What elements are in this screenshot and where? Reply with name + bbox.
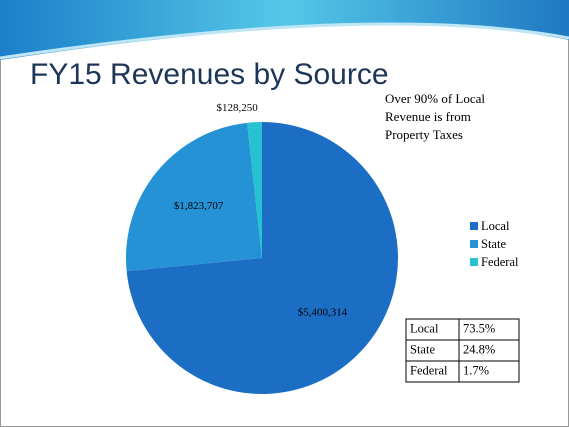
pie-slice [247, 122, 262, 258]
table-text: 24.8% [463, 342, 495, 356]
legend-label: Federal [481, 255, 519, 269]
legend-swatch [470, 222, 478, 230]
header-wave [0, 0, 569, 60]
slice-label: $128,250 [217, 102, 259, 114]
table-text: State [410, 342, 435, 356]
table-text: 1.7% [463, 363, 489, 377]
slice-label: $5,400,314 [298, 306, 348, 318]
legend-swatch [470, 258, 478, 266]
table: Local 73.5% State 24.8% Federal 1.7% [405, 318, 520, 383]
slice-label: $1,823,707 [174, 200, 224, 212]
annotation: Over 90% of Local Revenue is from Property… [385, 91, 485, 142]
slide-title: FY15 Revenues by Source [30, 58, 389, 91]
legend-label: Local [481, 219, 510, 233]
table-text: Local [410, 321, 439, 335]
table-cell [458, 360, 520, 383]
legend-label: State [481, 237, 506, 251]
pie-slice [126, 122, 398, 394]
table-text: 73.5% [463, 321, 495, 335]
annotation-text: Over 90% of Local Revenue is from Property… [385, 91, 485, 142]
legend-swatch [470, 240, 478, 248]
table-text: Federal [410, 363, 448, 377]
header-line [0, 22, 569, 60]
pie-slice [126, 122, 262, 272]
pie: $5,400,314 Local $1,823,707 State $128,250 Fe… [126, 102, 519, 394]
